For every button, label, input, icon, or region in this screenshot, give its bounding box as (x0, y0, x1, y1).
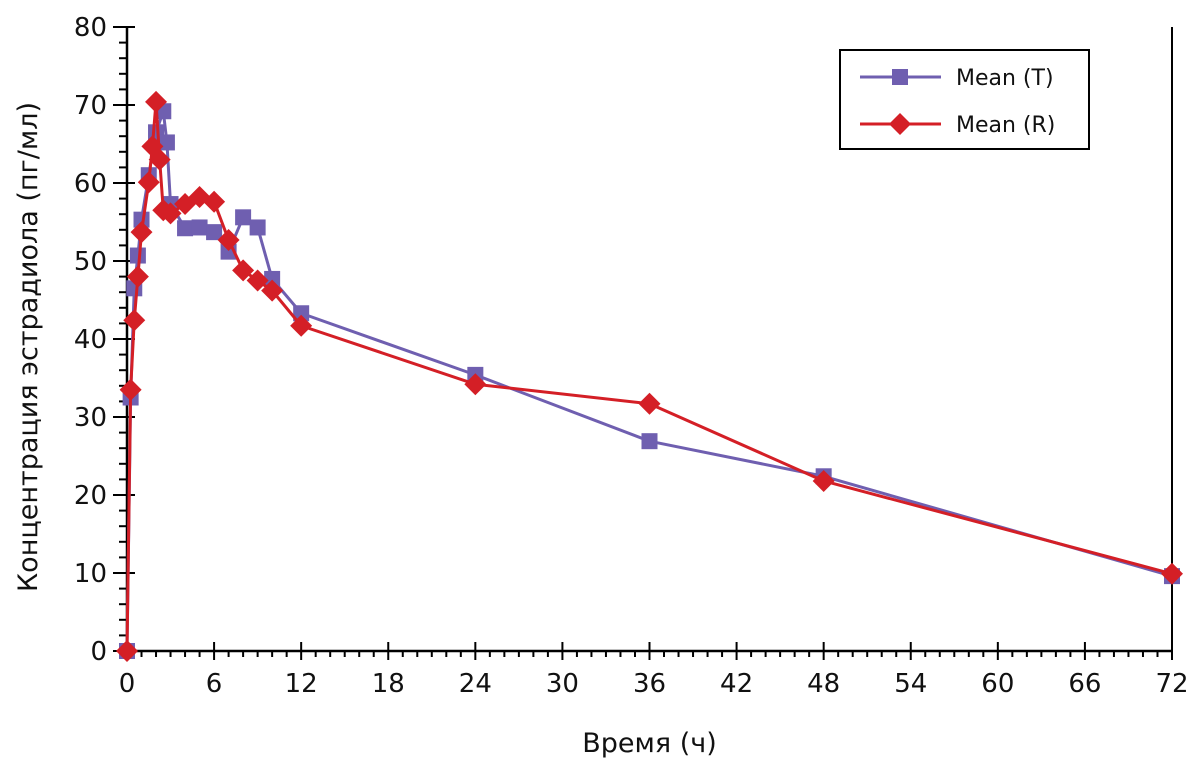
x-tick-label: 42 (720, 669, 753, 699)
series-mean-t (119, 103, 1180, 659)
legend-item: Mean (R) (860, 113, 1055, 138)
x-tick-label: 12 (285, 669, 318, 699)
data-point (290, 314, 313, 337)
data-point (191, 219, 208, 236)
axes: 0 10 20 30 40 50 60 70 80 0 6 12 18 24 30 36 42 48 54 60 66 7… (74, 13, 1189, 699)
legend-label: Mean (T) (956, 66, 1054, 91)
data-point (638, 392, 661, 415)
y-tick-label: 60 (74, 169, 107, 199)
y-tick-label: 20 (74, 481, 107, 511)
x-tick-label: 36 (633, 669, 666, 699)
series-layer (116, 90, 1183, 662)
data-point (235, 209, 252, 226)
data-point (145, 90, 168, 113)
data-point (119, 378, 142, 401)
data-point (116, 640, 138, 662)
data-point (261, 279, 284, 302)
data-point (148, 148, 171, 171)
data-point (137, 171, 160, 194)
data-point (130, 221, 153, 244)
data-point (812, 469, 835, 492)
y-tick-label: 0 (90, 637, 107, 667)
x-tick-label: 0 (119, 669, 136, 699)
y-axis-title: Концентрация эстрадиола (пг/мл) (13, 102, 44, 592)
x-tick-label: 54 (894, 669, 927, 699)
diamond-marker-icon (889, 113, 911, 135)
data-point (1161, 562, 1183, 585)
y-tick-label: 30 (74, 403, 107, 433)
data-point (159, 202, 182, 225)
data-point (133, 211, 150, 228)
series-line (125, 100, 1173, 652)
x-tick-label: 72 (1155, 669, 1188, 699)
data-point (246, 269, 269, 292)
data-point (464, 373, 487, 396)
data-point (129, 247, 146, 264)
x-tick-label: 30 (546, 669, 579, 699)
data-point (177, 220, 194, 237)
data-point (641, 433, 658, 450)
y-tick-label: 40 (74, 325, 107, 355)
x-tick-label: 18 (372, 669, 405, 699)
data-point (232, 259, 255, 282)
data-point (206, 224, 223, 241)
data-point (126, 265, 149, 288)
square-marker-icon (892, 69, 908, 85)
y-tick-label: 80 (74, 13, 107, 43)
x-tick-label: 60 (981, 669, 1014, 699)
y-tick-label: 10 (74, 559, 107, 589)
data-point (217, 228, 240, 251)
data-point (249, 219, 266, 236)
x-axis-title: Время (ч) (582, 728, 717, 759)
legend-label: Mean (R) (956, 113, 1055, 138)
x-tick-label: 48 (807, 669, 840, 699)
data-point (203, 190, 226, 213)
x-tick-label: 24 (459, 669, 492, 699)
data-point (293, 305, 310, 322)
x-tick-label: 66 (1068, 669, 1101, 699)
series-mean-r (116, 90, 1183, 662)
x-tick-label: 6 (206, 669, 223, 699)
legend-box (839, 49, 1090, 150)
legend-item: Mean (T) (860, 66, 1054, 91)
data-point (264, 270, 281, 287)
y-tick-label: 50 (74, 247, 107, 277)
y-tick-label: 70 (74, 91, 107, 121)
data-point (123, 309, 146, 332)
series-line (125, 109, 1173, 652)
legend: Mean (T) Mean (R) (839, 49, 1090, 150)
